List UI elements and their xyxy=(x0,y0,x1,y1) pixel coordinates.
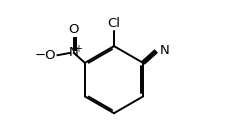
Text: N: N xyxy=(69,46,78,59)
Text: N: N xyxy=(159,44,169,57)
Text: −O: −O xyxy=(34,49,56,62)
Text: O: O xyxy=(68,23,79,36)
Text: +: + xyxy=(74,44,82,54)
Text: Cl: Cl xyxy=(107,17,120,30)
